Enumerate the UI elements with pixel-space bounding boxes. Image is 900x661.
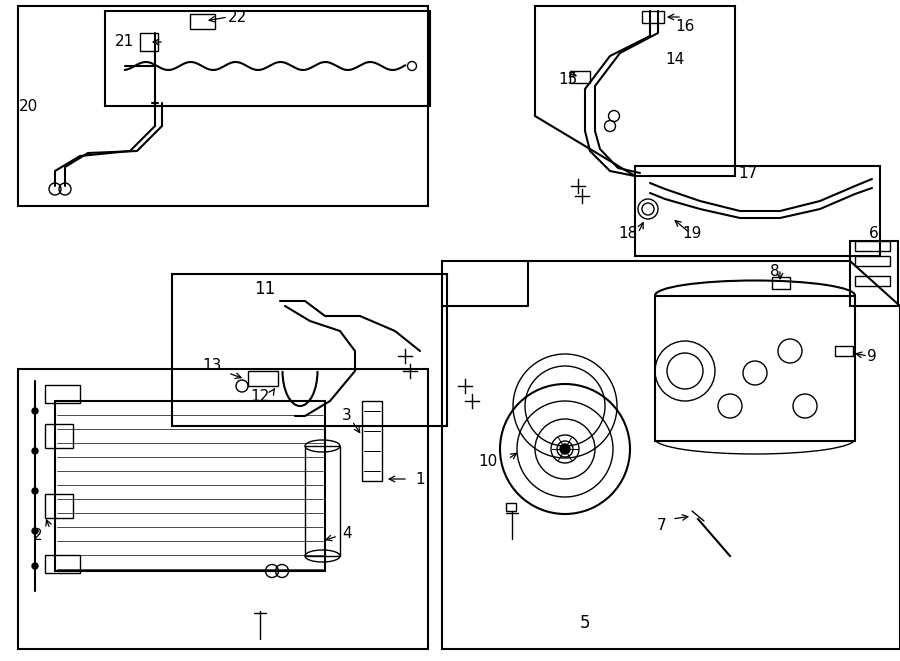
Circle shape xyxy=(32,528,38,534)
Bar xyxy=(835,346,853,356)
Bar xyxy=(850,241,898,306)
Circle shape xyxy=(32,448,38,454)
Text: 19: 19 xyxy=(682,225,702,241)
Text: 20: 20 xyxy=(18,98,38,114)
Bar xyxy=(655,296,855,441)
Text: 12: 12 xyxy=(250,389,270,403)
Text: 2: 2 xyxy=(33,529,43,543)
Bar xyxy=(45,424,73,448)
Text: 7: 7 xyxy=(657,518,667,533)
Bar xyxy=(642,11,664,23)
Bar xyxy=(855,276,890,286)
Text: 14: 14 xyxy=(665,52,685,67)
Bar xyxy=(18,369,428,649)
Circle shape xyxy=(32,563,38,569)
Text: 21: 21 xyxy=(115,34,134,48)
Bar xyxy=(18,6,428,206)
Text: 4: 4 xyxy=(342,525,352,541)
Text: 13: 13 xyxy=(202,358,221,373)
Text: 15: 15 xyxy=(558,71,578,87)
Text: 6: 6 xyxy=(869,225,879,241)
Bar xyxy=(248,371,278,386)
Bar xyxy=(635,166,880,256)
Text: 1: 1 xyxy=(415,471,425,486)
Bar xyxy=(305,446,340,556)
Text: 17: 17 xyxy=(738,165,758,180)
Text: 3: 3 xyxy=(342,408,352,424)
Bar xyxy=(855,256,890,266)
Bar xyxy=(855,241,890,251)
Bar xyxy=(506,503,516,511)
Bar xyxy=(570,71,590,83)
Bar xyxy=(140,33,158,51)
Text: 11: 11 xyxy=(255,280,275,298)
Bar xyxy=(45,555,80,573)
Bar xyxy=(105,11,430,106)
Bar xyxy=(362,401,382,481)
Text: 8: 8 xyxy=(770,264,779,278)
Bar xyxy=(45,385,80,403)
Bar xyxy=(190,14,215,29)
Bar xyxy=(45,494,73,518)
Circle shape xyxy=(32,488,38,494)
Bar xyxy=(772,277,790,289)
Text: 5: 5 xyxy=(580,614,590,632)
Text: 22: 22 xyxy=(228,9,248,24)
Text: 18: 18 xyxy=(618,225,637,241)
Text: 10: 10 xyxy=(479,453,498,469)
Circle shape xyxy=(32,408,38,414)
Text: 9: 9 xyxy=(867,348,877,364)
Circle shape xyxy=(560,444,570,454)
Text: 16: 16 xyxy=(675,19,695,34)
Bar xyxy=(172,274,447,426)
